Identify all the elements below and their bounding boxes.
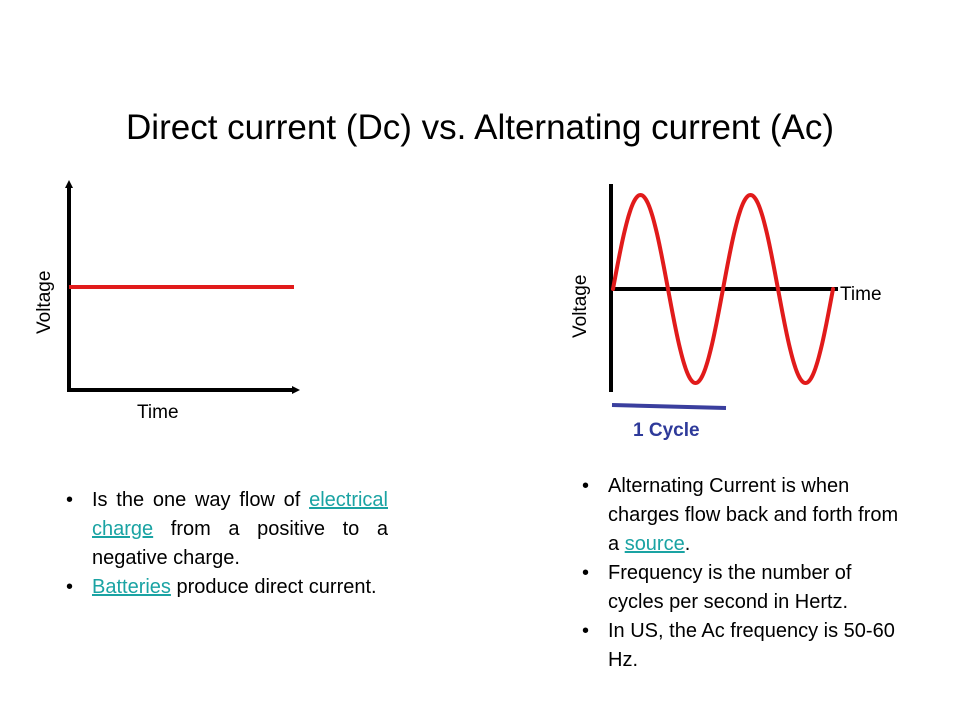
dc-bullet-list: Is the one way flow of electrical charge… bbox=[62, 486, 388, 602]
ac-bullet-2: Frequency is the number of cycles per se… bbox=[578, 559, 908, 617]
cycle-bar bbox=[611, 403, 727, 410]
ac-bullet-list: Alternating Current is when charges flow… bbox=[578, 472, 908, 675]
dc-y-axis-label: Voltage bbox=[34, 270, 55, 334]
ac-y-axis-label: Voltage bbox=[570, 274, 591, 338]
ac-sine-wave bbox=[611, 192, 835, 386]
dc-bullet-1: Is the one way flow of electrical charge… bbox=[62, 486, 388, 573]
ac-bullet-1: Alternating Current is when charges flow… bbox=[578, 472, 908, 559]
dc-x-axis-label: Time bbox=[137, 402, 179, 423]
cycle-label: 1 Cycle bbox=[633, 420, 700, 441]
electrical-charge-link[interactable]: electrical charge bbox=[92, 489, 388, 540]
ac-x-axis-label: Time bbox=[840, 284, 882, 305]
source-link[interactable]: source bbox=[624, 533, 685, 555]
page-title: Direct current (Dc) vs. Alternating curr… bbox=[126, 108, 834, 147]
ac-bullet-3: In US, the Ac frequency is 50-60 Hz. bbox=[578, 617, 908, 675]
batteries-link[interactable]: Batteries bbox=[92, 576, 171, 598]
dc-bullet-2: Batteries produce direct current. bbox=[62, 573, 388, 602]
